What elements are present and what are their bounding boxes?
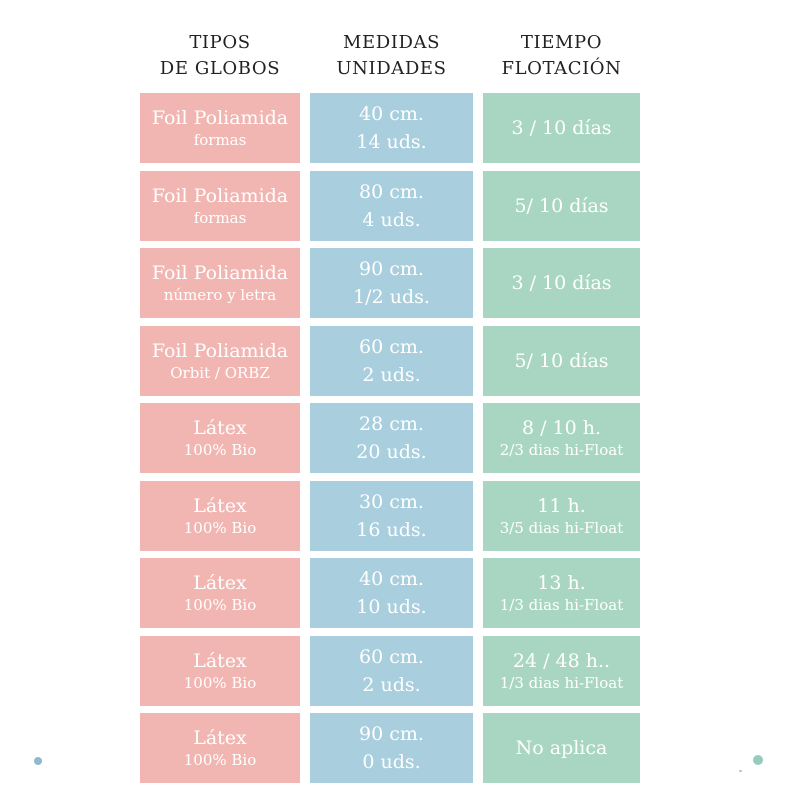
size-units-cell: 30 cm. 16 uds. bbox=[310, 480, 473, 551]
float-time-cell: 3 / 10 días bbox=[483, 248, 640, 318]
float-time-cell: 8 / 10 h. 2/3 dias hi-Float bbox=[483, 403, 640, 473]
float-time: 13 h. bbox=[537, 572, 586, 594]
decor-speck bbox=[739, 770, 742, 772]
balloon-type-cell: Foil Poliamida formas bbox=[140, 170, 300, 241]
units-value: 16 uds. bbox=[356, 518, 427, 541]
balloon-type: Foil Poliamida bbox=[151, 107, 289, 129]
size-value: 90 cm. bbox=[359, 723, 424, 745]
float-time-sub: 3/5 dias hi-Float bbox=[499, 518, 624, 537]
balloon-type-cell: Látex 100% Bio bbox=[140, 713, 300, 783]
balloon-type-sub: 100% Bio bbox=[183, 596, 257, 614]
table-grid: Foil Poliamida formas 40 cm. 14 uds. 3 /… bbox=[140, 93, 640, 783]
float-time: 11 h. bbox=[537, 494, 586, 517]
float-time: 5/ 10 días bbox=[514, 349, 609, 372]
float-time-sub: 2/3 dias hi-Float bbox=[499, 441, 624, 459]
size-units-cell: 40 cm. 14 uds. bbox=[310, 93, 473, 163]
float-time: 8 / 10 h. bbox=[521, 417, 602, 439]
balloon-type: Foil Poliamida bbox=[151, 184, 289, 207]
size-units-cell: 60 cm. 2 uds. bbox=[310, 325, 473, 396]
units-value: 0 uds. bbox=[362, 751, 421, 773]
size-units-cell: 90 cm. 1/2 uds. bbox=[310, 248, 473, 318]
balloon-type-sub: formas bbox=[193, 208, 247, 227]
balloon-type: Foil Poliamida bbox=[151, 339, 289, 362]
units-value: 14 uds. bbox=[356, 131, 427, 153]
header-line: FLOTACIÓN bbox=[501, 58, 622, 79]
decor-dot-teal bbox=[753, 755, 763, 765]
header-line: DE GLOBOS bbox=[159, 58, 281, 79]
units-value: 10 uds. bbox=[356, 596, 427, 618]
balloon-type-sub: 100% Bio bbox=[183, 518, 257, 537]
balloon-type: Látex bbox=[193, 494, 247, 517]
balloon-type-cell: Látex 100% Bio bbox=[140, 403, 300, 473]
float-time-cell: 5/ 10 días bbox=[483, 170, 640, 241]
header-line: TIPOS bbox=[189, 32, 251, 53]
header-line: TIEMPO bbox=[520, 32, 603, 53]
balloon-type-sub: 100% Bio bbox=[183, 441, 257, 459]
float-time: 24 / 48 h.. bbox=[512, 649, 611, 672]
column-header-medidas-unidades: MEDIDAS UNIDADES bbox=[300, 30, 483, 82]
size-value: 40 cm. bbox=[359, 103, 424, 125]
balloon-type-sub: número y letra bbox=[163, 286, 277, 304]
balloon-type-cell: Foil Poliamida número y letra bbox=[140, 248, 300, 318]
units-value: 1/2 uds. bbox=[353, 286, 430, 308]
size-value: 60 cm. bbox=[359, 335, 424, 358]
float-time-cell: No aplica bbox=[483, 713, 640, 783]
units-value: 2 uds. bbox=[362, 673, 421, 696]
float-time: 3 / 10 días bbox=[511, 117, 612, 139]
float-time: 5/ 10 días bbox=[514, 194, 609, 217]
size-units-cell: 28 cm. 20 uds. bbox=[310, 403, 473, 473]
units-value: 4 uds. bbox=[362, 208, 421, 231]
balloon-type: Látex bbox=[193, 417, 247, 439]
balloon-type-sub: formas bbox=[193, 131, 247, 149]
float-time-cell: 13 h. 1/3 dias hi-Float bbox=[483, 558, 640, 628]
float-time: 3 / 10 días bbox=[511, 272, 612, 294]
size-value: 80 cm. bbox=[359, 180, 424, 203]
float-time-cell: 5/ 10 días bbox=[483, 325, 640, 396]
size-units-cell: 40 cm. 10 uds. bbox=[310, 558, 473, 628]
balloon-type-cell: Foil Poliamida formas bbox=[140, 93, 300, 163]
balloon-type: Látex bbox=[193, 572, 247, 594]
column-header-tipos-de-globos: TIPOS DE GLOBOS bbox=[130, 30, 310, 82]
size-units-cell: 60 cm. 2 uds. bbox=[310, 635, 473, 706]
size-units-cell: 90 cm. 0 uds. bbox=[310, 713, 473, 783]
float-time-sub: 1/3 dias hi-Float bbox=[499, 673, 624, 692]
size-value: 40 cm. bbox=[359, 568, 424, 590]
float-time: No aplica bbox=[515, 737, 608, 759]
size-value: 28 cm. bbox=[359, 413, 424, 435]
size-value: 30 cm. bbox=[359, 490, 424, 513]
balloon-type-cell: Látex 100% Bio bbox=[140, 480, 300, 551]
header-line: UNIDADES bbox=[336, 58, 447, 79]
size-value: 60 cm. bbox=[359, 645, 424, 668]
header-line: MEDIDAS bbox=[342, 32, 441, 53]
size-units-cell: 80 cm. 4 uds. bbox=[310, 170, 473, 241]
units-value: 2 uds. bbox=[362, 363, 421, 386]
units-value: 20 uds. bbox=[356, 441, 427, 463]
column-header-tiempo-flotacion: TIEMPO FLOTACIÓN bbox=[473, 30, 650, 82]
float-time-sub: 1/3 dias hi-Float bbox=[499, 596, 624, 614]
float-time-cell: 3 / 10 días bbox=[483, 93, 640, 163]
balloon-type: Foil Poliamida bbox=[151, 262, 289, 284]
balloon-type-cell: Foil Poliamida Orbit / ORBZ bbox=[140, 325, 300, 396]
balloon-type: Látex bbox=[193, 727, 247, 749]
balloon-type-cell: Látex 100% Bio bbox=[140, 558, 300, 628]
balloon-type-sub: Orbit / ORBZ bbox=[170, 363, 270, 382]
decor-dot-blue bbox=[34, 757, 42, 765]
balloon-type-cell: Látex 100% Bio bbox=[140, 635, 300, 706]
size-value: 90 cm. bbox=[359, 258, 424, 280]
float-time-cell: 11 h. 3/5 dias hi-Float bbox=[483, 480, 640, 551]
balloon-type-sub: 100% Bio bbox=[183, 751, 257, 769]
balloon-type: Látex bbox=[193, 649, 247, 672]
float-time-cell: 24 / 48 h.. 1/3 dias hi-Float bbox=[483, 635, 640, 706]
balloon-type-sub: 100% Bio bbox=[183, 673, 257, 692]
